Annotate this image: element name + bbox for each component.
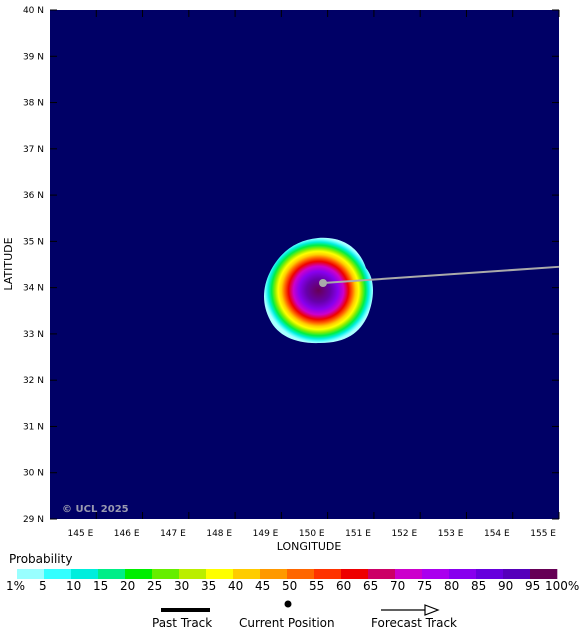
legend-label: 1%: [6, 579, 26, 593]
track-key: [161, 600, 440, 616]
legend-title: Probability: [9, 552, 73, 566]
lon-tick-label: 150 E: [299, 529, 325, 539]
legend-label: 55: [309, 579, 325, 593]
past-track-label: Past Track: [152, 616, 213, 630]
legend-color-segment: [71, 569, 99, 579]
legend-label: 30: [174, 579, 190, 593]
current-position-label: Current Position: [239, 616, 335, 630]
legend-color-segment: [476, 569, 504, 579]
legend-color-segment: [341, 569, 369, 579]
lon-tick-label: 155 E: [530, 529, 556, 539]
axis-ticks: 145 E 146 E 147 E 148 E 149 E 150 E 151 E 152 E…: [23, 6, 560, 539]
lat-tick-label: 34 N: [23, 284, 44, 294]
legend-color-segment: [287, 569, 315, 579]
forecast-track-arrowhead: [424, 604, 440, 616]
legend-label: 75: [417, 579, 433, 593]
lat-tick-label: 33 N: [23, 330, 44, 340]
legend-color-segment: [233, 569, 261, 579]
legend-color-segment: [449, 569, 477, 579]
lon-tick-label: 148 E: [206, 529, 232, 539]
lon-tick-label: 146 E: [114, 529, 140, 539]
legend-label: 100%: [545, 579, 580, 593]
lat-tick-label: 38 N: [23, 99, 44, 109]
y-axis-title: LATITUDE: [2, 237, 15, 290]
legend-label: 15: [93, 579, 109, 593]
legend-label: 40: [228, 579, 244, 593]
legend-label: 50: [282, 579, 298, 593]
legend-color-segment: [422, 569, 450, 579]
legend-label: 65: [363, 579, 379, 593]
legend-color-segment: [152, 569, 180, 579]
legend-label: 10: [66, 579, 82, 593]
forecast-track-path: [322, 265, 560, 285]
lat-tick-label: 31 N: [23, 422, 44, 432]
legend-label: 5: [39, 579, 47, 593]
legend-label: 25: [147, 579, 163, 593]
lat-tick-label: 35 N: [23, 237, 44, 247]
lat-tick-label: 39 N: [23, 52, 44, 62]
legend-label: 85: [471, 579, 487, 593]
legend-color-segment: [206, 569, 234, 579]
legend-label: 80: [444, 579, 460, 593]
legend-labels: 1% 5 10 15 20 25 30 35 40 45 50 55 60 65 70 75 80 85 90 95 1…: [0, 579, 580, 593]
lat-tick-label: 29 N: [23, 515, 44, 525]
legend-color-segment: [17, 569, 45, 579]
copyright-text: © UCL 2025: [62, 504, 129, 515]
legend-color-segment: [179, 569, 207, 579]
x-axis-title: LONGITUDE: [277, 540, 342, 553]
lon-tick-label: 153 E: [438, 529, 464, 539]
legend-label: 35: [201, 579, 217, 593]
legend-label: 95: [525, 579, 541, 593]
legend-label: 90: [498, 579, 514, 593]
legend-color-segment: [125, 569, 153, 579]
legend-label: 45: [255, 579, 271, 593]
forecast-track-line: [319, 265, 560, 288]
legend-color-segment: [530, 569, 558, 579]
current-position-symbol: [284, 600, 292, 608]
legend-label: 20: [120, 579, 136, 593]
current-position-marker: [319, 279, 328, 288]
legend-color-segment: [395, 569, 423, 579]
legend-color-segment: [314, 569, 342, 579]
lon-tick-label: 154 E: [484, 529, 510, 539]
lat-tick-label: 36 N: [23, 191, 44, 201]
lon-tick-label: 151 E: [345, 529, 371, 539]
probability-swath: [264, 237, 373, 344]
legend-label: 60: [336, 579, 352, 593]
lat-tick-label: 32 N: [23, 376, 44, 386]
legend-color-segment: [44, 569, 72, 579]
probability-contour: [264, 237, 373, 344]
legend-color-segment: [368, 569, 396, 579]
legend-color-segment: [98, 569, 126, 579]
legend-label: 70: [390, 579, 406, 593]
legend-color-segment: [260, 569, 288, 579]
legend-color-segment: [503, 569, 531, 579]
lon-tick-label: 145 E: [68, 529, 94, 539]
probability-color-bar: [17, 569, 558, 579]
lat-tick-label: 40 N: [23, 6, 44, 16]
lon-tick-label: 152 E: [391, 529, 417, 539]
forecast-track-label: Forecast Track: [371, 616, 457, 630]
lon-tick-label: 147 E: [160, 529, 186, 539]
lon-tick-label: 149 E: [253, 529, 279, 539]
lat-tick-label: 30 N: [23, 469, 44, 479]
lat-tick-label: 37 N: [23, 145, 44, 155]
